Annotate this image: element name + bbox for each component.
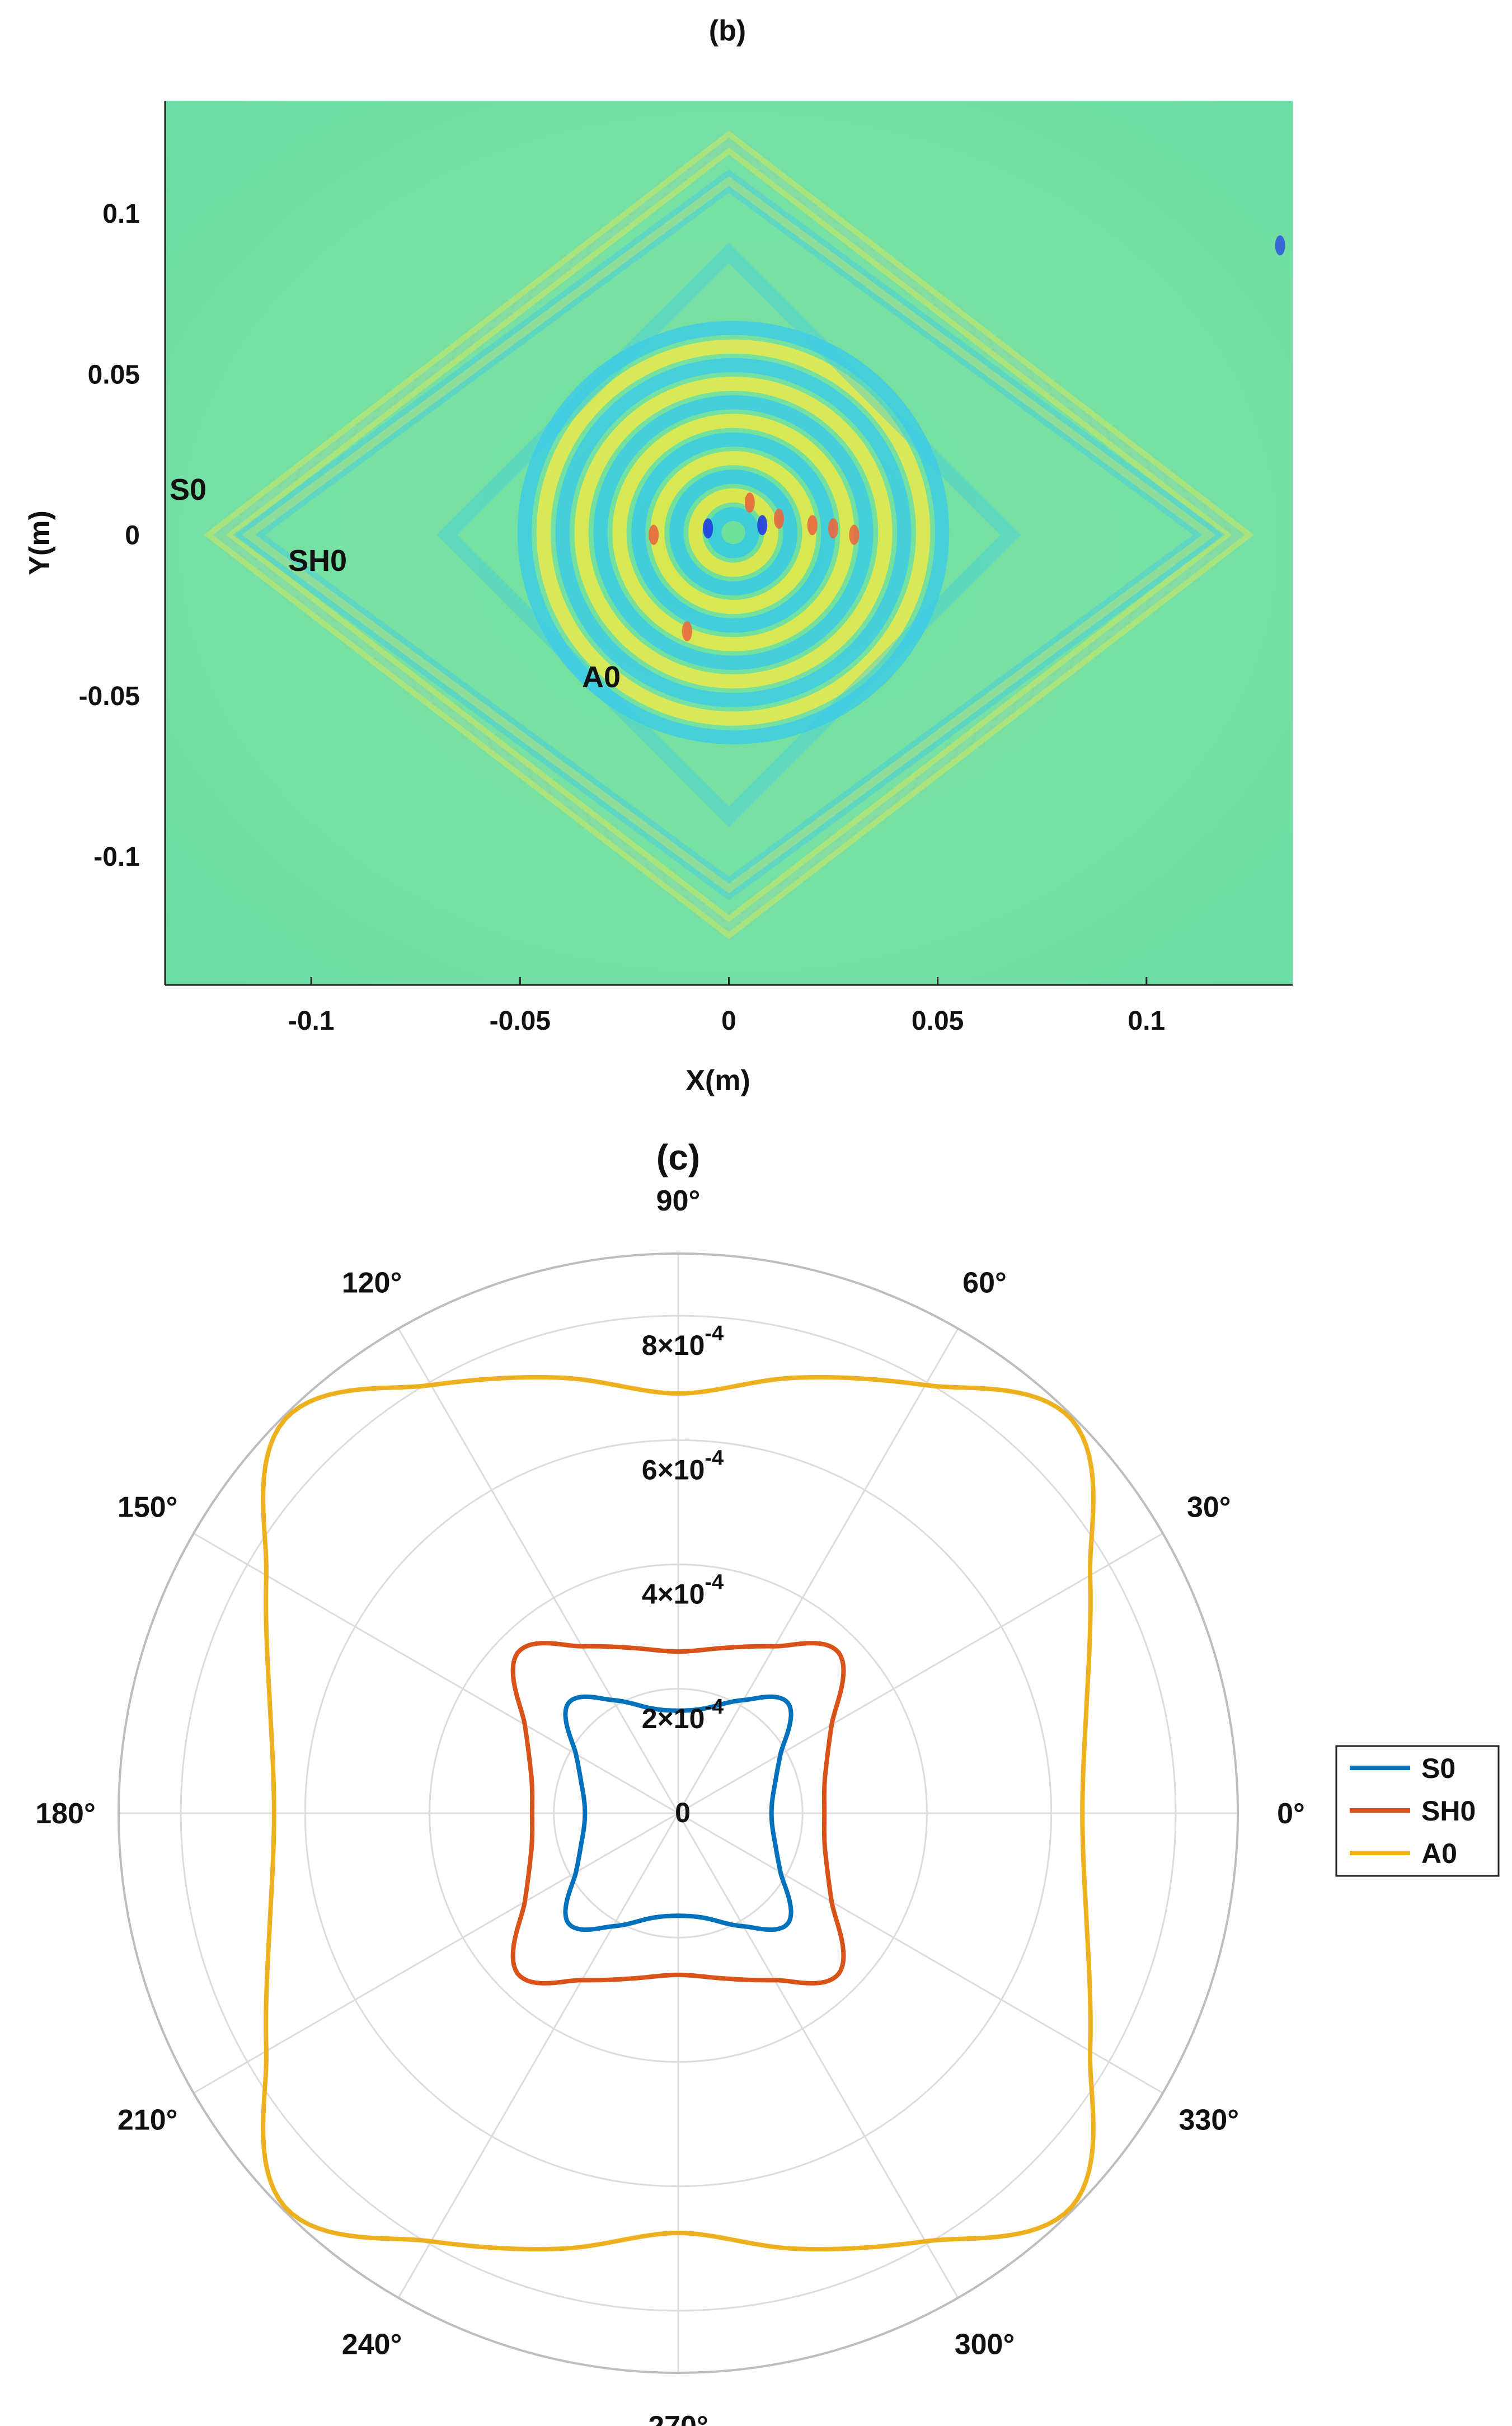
legend-item-s0: S0 <box>1350 1753 1455 1784</box>
polar-theta-gridline <box>678 1812 1163 2094</box>
polar-plot: 0° 30° 60° 90° 120° 150° 180° 210° 240° 270° 300° 3… <box>35 1185 1305 2426</box>
polar-r-tick-label: 0 <box>675 1797 691 1828</box>
heatmap-vignette <box>165 101 1293 985</box>
polar-theta-tick-label: 120° <box>342 1267 402 1299</box>
polar-theta-gridline <box>677 1328 959 1814</box>
heatmap-x-tick-label: -0.05 <box>490 1006 551 1036</box>
heatmap-x-tick-label: -0.1 <box>288 1006 335 1036</box>
legend-label-s0: S0 <box>1421 1753 1455 1784</box>
polar-theta-tick-label: 240° <box>342 2328 402 2361</box>
polar-r-tick-exponent: -4 <box>705 1571 724 1594</box>
legend-label-a0: A0 <box>1421 1838 1457 1869</box>
polar-r-tick-exponent: -4 <box>705 1446 724 1470</box>
series-line-sh0 <box>510 1641 846 1986</box>
heatmap-x-tick-label: 0.1 <box>1128 1006 1165 1036</box>
panel-b-label: (b) <box>709 15 746 47</box>
polar-theta-gridline <box>193 1812 679 2094</box>
series-line-s0 <box>563 1694 793 1932</box>
wavefront-label-s0: S0 <box>170 473 206 506</box>
polar-theta-tick-label: 30° <box>1187 1491 1231 1524</box>
heatmap-axes: -0.1 -0.05 0 0.05 0.1 0.1 0.05 0 -0.05 -0.1 <box>79 101 1293 1036</box>
wavefront-labels: S0 SH0 A0 <box>170 473 621 694</box>
heatmap-y-axis-label: Y(m) <box>24 510 56 575</box>
heatmap-x-tick-label: 0 <box>721 1006 736 1036</box>
heatmap-y-tick-label: 0.05 <box>88 360 140 390</box>
polar-theta-tick-label: 210° <box>118 2104 178 2137</box>
polar-theta-gridline <box>397 1813 679 2298</box>
polar-theta-gridline <box>677 1813 959 2298</box>
panel-c-label: (c) <box>656 1137 700 1177</box>
polar-theta-gridline <box>678 1532 1163 1814</box>
wavefront-label-sh0: SH0 <box>288 544 347 578</box>
polar-theta-tick-label: 330° <box>1179 2104 1239 2137</box>
legend: S0 SH0 A0 <box>1335 1745 1500 1877</box>
heatmap-y-tick-label: 0 <box>125 521 140 551</box>
polar-theta-tick-label: 180° <box>35 1798 96 1830</box>
polar-outer-border <box>118 1252 1239 2374</box>
series-line-a0 <box>261 1374 1096 2252</box>
heatmap-y-tick-label: -0.05 <box>79 682 140 711</box>
polar-theta-tick-label: 0° <box>1277 1798 1305 1830</box>
polar-theta-tick-label: 60° <box>962 1267 1007 1299</box>
polar-r-tick-exponent: -4 <box>705 1695 724 1719</box>
polar-theta-tick-label: 90° <box>656 1185 701 1217</box>
polar-r-tick-exponent: -4 <box>705 1322 724 1345</box>
heatmap-x-axis-label: X(m) <box>685 1064 750 1097</box>
legend-label-sh0: SH0 <box>1421 1795 1476 1827</box>
polar-theta-gridline <box>193 1532 679 1814</box>
heatmap-y-tick-label: 0.1 <box>102 199 140 229</box>
heatmap-y-tick-label: -0.1 <box>93 842 140 872</box>
heatmap-plot-area <box>165 101 1293 985</box>
wavefront-label-a0: A0 <box>582 660 621 694</box>
polar-theta-tick-label: 300° <box>955 2328 1015 2361</box>
polar-theta-tick-label: 270° <box>648 2410 708 2426</box>
polar-theta-tick-label: 150° <box>118 1491 178 1524</box>
legend-item-a0: A0 <box>1350 1838 1457 1869</box>
polar-theta-gridline <box>397 1328 679 1814</box>
heatmap-x-tick-label: 0.05 <box>912 1006 964 1036</box>
legend-item-sh0: SH0 <box>1350 1795 1476 1827</box>
